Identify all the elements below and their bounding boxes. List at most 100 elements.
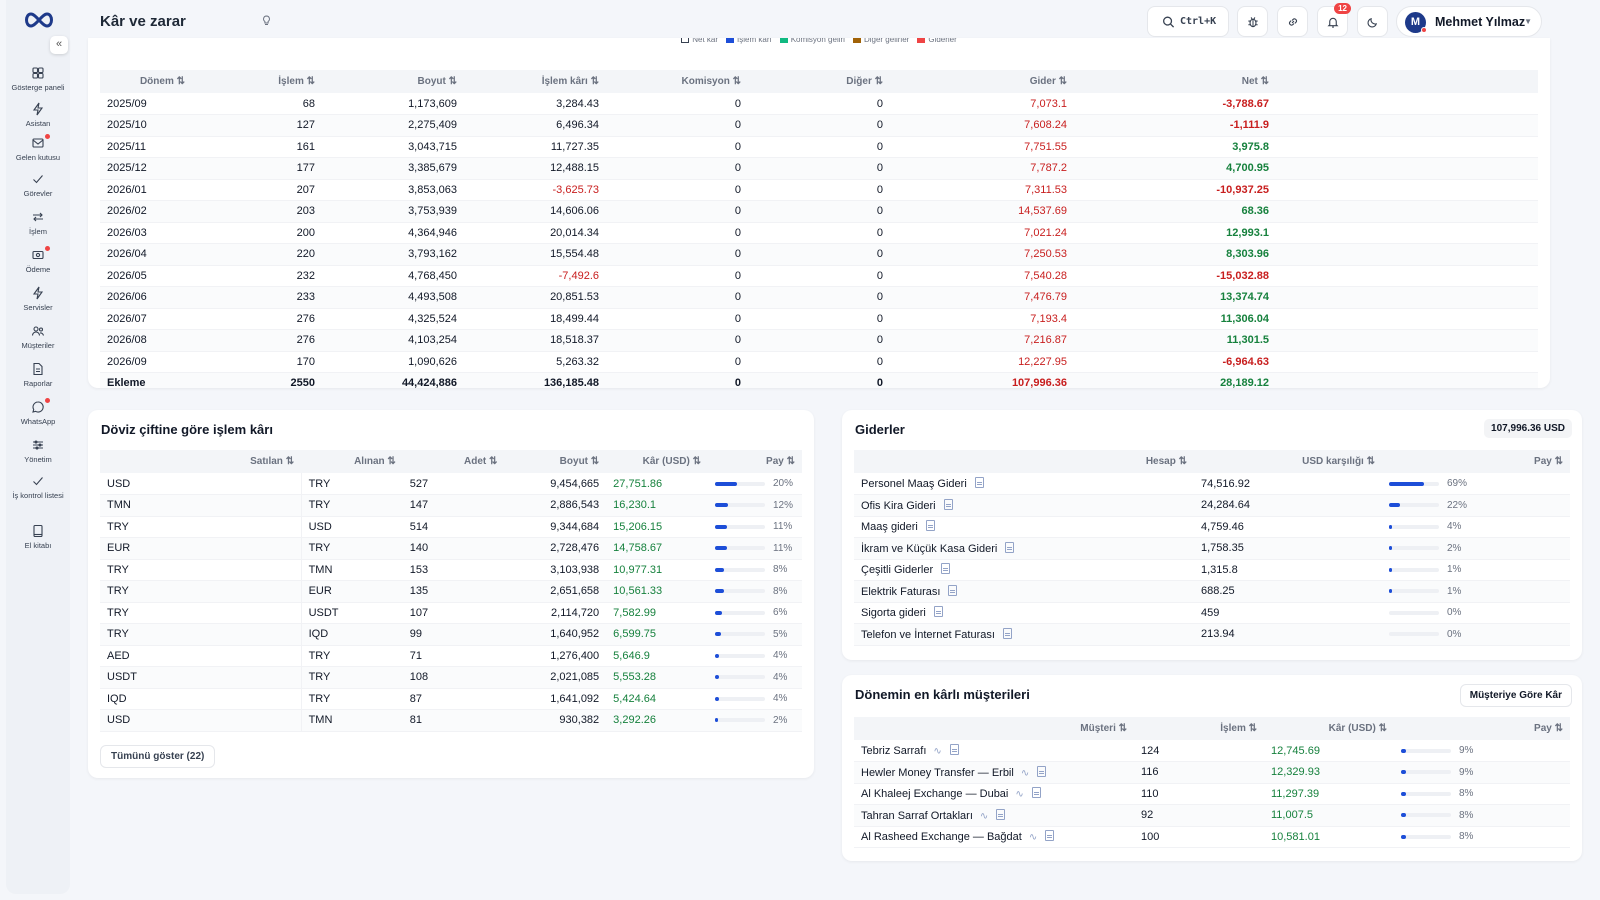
column-header[interactable]: USD karşılığı ⇅ xyxy=(1194,450,1382,473)
sidebar-item-3[interactable]: Gelen kutusu xyxy=(6,134,70,162)
logo-icon[interactable] xyxy=(22,10,56,30)
table-row[interactable]: 2026/01 207 3,853,063 -3,625.73 0 0 7,311.53 -1… xyxy=(100,179,1538,201)
document-icon[interactable] xyxy=(1005,541,1015,553)
column-header[interactable]: Alınan ⇅ xyxy=(301,450,403,473)
legend-item[interactable]: Net kâr xyxy=(681,38,718,44)
table-row[interactable]: Sigorta gideri 459 0% xyxy=(854,602,1570,624)
sidebar-item-1[interactable]: Gösterge paneli xyxy=(6,66,70,92)
sidebar-item-8[interactable]: Müşteriler xyxy=(6,324,70,350)
table-row[interactable]: USD TRY 527 9,454,665 27,751.86 20% xyxy=(100,473,802,495)
table-row[interactable]: 2025/12 177 3,385,679 12,488.15 0 0 7,787.2 4,7… xyxy=(100,157,1538,180)
column-header[interactable]: İşlem ⇅ xyxy=(192,70,322,93)
document-icon[interactable] xyxy=(996,808,1006,820)
column-header[interactable]: Pay ⇅ xyxy=(708,450,802,473)
table-row[interactable]: Hewler Money Transfer — Erbil ∿ 116 12,329.… xyxy=(854,761,1570,784)
column-header[interactable]: Dönem ⇅ xyxy=(100,70,192,93)
column-header[interactable]: Boyut ⇅ xyxy=(504,450,607,473)
table-row[interactable]: 2026/09 170 1,090,626 5,263.32 0 0 12,227.95 -6… xyxy=(100,351,1538,373)
document-icon[interactable] xyxy=(925,520,935,532)
column-header[interactable]: Pay ⇅ xyxy=(1394,717,1570,740)
notifications-button[interactable]: 12 xyxy=(1317,3,1351,37)
table-row[interactable]: TRY EUR 135 2,651,658 10,561.33 8% xyxy=(100,580,802,603)
table-row[interactable]: Al Rasheed Exchange — Bağdat ∿ 100 10,581.0… xyxy=(854,826,1570,848)
column-header[interactable]: Hesap ⇅ xyxy=(854,450,1194,473)
lightbulb-icon[interactable] xyxy=(262,15,271,29)
sidebar-item-7[interactable]: Servisler xyxy=(6,286,70,312)
customer-name[interactable]: Hewler Money Transfer — Erbil xyxy=(861,766,1014,779)
activity-icon[interactable]: ∿ xyxy=(979,810,989,822)
customer-name[interactable]: Tahran Sarraf Ortakları xyxy=(861,809,973,822)
table-row[interactable]: USDT TRY 108 2,021,085 5,553.28 4% xyxy=(100,666,802,689)
document-icon[interactable] xyxy=(1031,787,1041,799)
sidebar-item-11[interactable]: Yönetim xyxy=(6,438,70,464)
sidebar-item-2[interactable]: Asistan xyxy=(6,102,70,128)
table-row[interactable]: Çeşitli Giderler 1,315.8 1% xyxy=(854,559,1570,581)
document-icon[interactable] xyxy=(1045,830,1055,842)
activity-icon[interactable]: ∿ xyxy=(933,746,942,757)
legend-item[interactable]: Komisyon geliri xyxy=(779,38,845,44)
column-header[interactable]: Adet ⇅ xyxy=(402,450,505,473)
activity-icon[interactable]: ∿ xyxy=(1028,832,1038,844)
profit-by-customer-button[interactable]: Müşteriye Göre Kâr xyxy=(1459,684,1572,707)
table-row[interactable]: USD TMN 81 930,382 3,292.26 2% xyxy=(100,709,802,732)
show-all-button[interactable]: Tümünü göster (22) xyxy=(100,745,216,768)
column-header[interactable]: Komisyon ⇅ xyxy=(606,70,748,93)
expense-name[interactable]: Elektrik Faturası xyxy=(861,585,941,598)
legend-item[interactable]: İşlem kârı xyxy=(726,38,772,44)
activity-icon[interactable]: ∿ xyxy=(1020,767,1030,779)
expense-name[interactable]: Personel Maaş Gideri xyxy=(861,478,967,490)
sidebar-item-10[interactable]: WhatsApp xyxy=(6,398,70,426)
table-row[interactable]: Tahran Sarraf Ortakları ∿ 92 11,007.5 8% xyxy=(854,804,1570,827)
document-icon[interactable] xyxy=(974,477,984,488)
table-row[interactable]: TMN TRY 147 2,886,543 16,230.1 12% xyxy=(100,494,802,517)
table-row[interactable]: TRY USD 514 9,344,684 15,206.15 11% xyxy=(100,516,802,538)
table-row[interactable]: TRY IQD 99 1,640,952 6,599.75 5% xyxy=(100,623,802,646)
column-header[interactable]: İşlem ⇅ xyxy=(1134,717,1264,740)
column-header[interactable]: Diğer ⇅ xyxy=(748,70,890,93)
table-row[interactable]: 2026/07 276 4,325,524 18,499.44 0 0 7,193.4 11,… xyxy=(100,308,1538,330)
table-row[interactable]: IQD TRY 87 1,641,092 5,424.64 4% xyxy=(100,688,802,710)
legend-item[interactable]: Diğer gelirler xyxy=(852,38,909,44)
table-row[interactable]: 2026/02 203 3,753,939 14,606.06 0 0 14,537.69 6… xyxy=(100,200,1538,223)
table-row[interactable]: AED TRY 71 1,276,400 5,646.9 4% xyxy=(100,645,802,667)
activity-icon[interactable]: ∿ xyxy=(1015,789,1024,801)
column-header[interactable]: Pay ⇅ xyxy=(1382,450,1570,473)
column-header[interactable]: Kâr (USD) ⇅ xyxy=(1264,717,1394,740)
expense-name[interactable]: Ofis Kira Gideri xyxy=(861,499,936,512)
table-row[interactable]: 2026/08 276 4,103,254 18,518.37 0 0 7,216.87 11… xyxy=(100,329,1538,352)
document-icon[interactable] xyxy=(943,498,953,510)
table-row[interactable]: 2025/10 127 2,275,409 6,496.34 0 0 7,608.24 -1,… xyxy=(100,114,1538,137)
total-row[interactable]: Ekleme 2550 44,424,886 136,185.48 0 0 107,996.… xyxy=(100,372,1538,388)
sidebar-item-13[interactable]: El kitabı xyxy=(6,524,70,550)
collapse-sidebar-button[interactable]: « xyxy=(50,36,68,54)
table-row[interactable]: Telefon ve İnternet Faturası 213.94 0% xyxy=(854,623,1570,646)
link-button[interactable] xyxy=(1277,6,1308,37)
document-icon[interactable] xyxy=(941,563,951,575)
sidebar-item-4[interactable]: Görevler xyxy=(6,172,70,198)
table-row[interactable]: Al Khaleej Exchange — Dubai ∿ 110 11,297.39… xyxy=(854,783,1570,805)
table-row[interactable]: 2026/06 233 4,493,508 20,851.53 0 0 7,476.79 13… xyxy=(100,286,1538,309)
sidebar-item-6[interactable]: Ödeme xyxy=(6,246,70,274)
document-icon[interactable] xyxy=(1002,627,1012,639)
expense-name[interactable]: Çeşitli Giderler xyxy=(861,564,934,577)
customer-name[interactable]: Al Rasheed Exchange — Bağdat xyxy=(861,831,1022,844)
table-row[interactable]: 2025/09 68 1,173,609 3,284.43 0 0 7,073.1 -3,78… xyxy=(100,93,1538,115)
expense-name[interactable]: Sigorta gideri xyxy=(861,607,926,620)
table-row[interactable]: 2026/04 220 3,793,162 15,554.48 0 0 7,250.53 8,… xyxy=(100,243,1538,266)
table-row[interactable]: TRY TMN 153 3,103,938 10,977.31 8% xyxy=(100,559,802,581)
expense-name[interactable]: İkram ve Küçük Kasa Gideri xyxy=(861,542,998,555)
table-row[interactable]: Ofis Kira Gideri 24,284.64 22% xyxy=(854,494,1570,517)
table-row[interactable]: Elektrik Faturası 688.25 1% xyxy=(854,580,1570,603)
legend-item[interactable]: Giderler xyxy=(917,38,957,44)
column-header[interactable]: Boyut ⇅ xyxy=(322,70,464,93)
sidebar-item-5[interactable]: İşlem xyxy=(6,210,70,236)
customer-name[interactable]: Al Khaleej Exchange — Dubai xyxy=(861,788,1009,801)
expense-name[interactable]: Maaş gideri xyxy=(861,521,918,534)
table-row[interactable]: EUR TRY 140 2,728,476 14,758.67 11% xyxy=(100,537,802,560)
column-header[interactable]: Satılan ⇅ xyxy=(100,450,302,473)
column-header[interactable]: Müşteri ⇅ xyxy=(854,717,1134,740)
table-row[interactable]: 2026/03 200 4,364,946 20,014.34 0 0 7,021.24 12… xyxy=(100,222,1538,244)
table-row[interactable]: 2025/11 161 3,043,715 11,727.35 0 0 7,751.55 3,… xyxy=(100,136,1538,158)
theme-toggle-button[interactable] xyxy=(1357,6,1388,37)
sidebar-item-9[interactable]: Raporlar xyxy=(6,362,70,388)
